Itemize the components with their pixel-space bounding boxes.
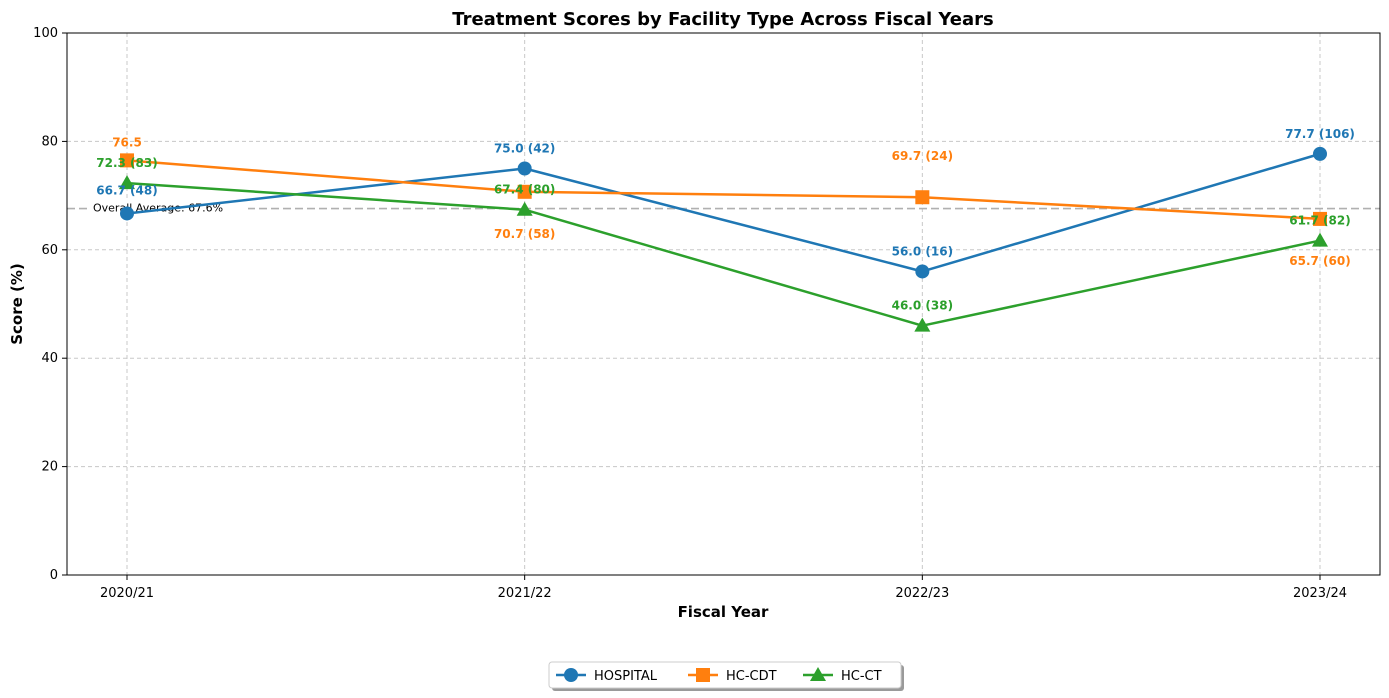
x-tick-label: 2022/23: [895, 586, 949, 601]
data-point-hc-cdt: [517, 184, 532, 199]
legend-marker-hospital: [564, 668, 578, 682]
data-point-hc-ct: [1312, 232, 1328, 247]
x-tick-label: 2023/24: [1293, 586, 1347, 601]
grid-layer: [67, 33, 1380, 575]
y-axis-title: Score (%): [8, 263, 26, 345]
data-label-hc-cdt: 70.7 (58): [494, 227, 555, 241]
data-label-hospital: 75.0 (42): [494, 142, 555, 156]
legend-label-hc-cdt: HC-CDT: [726, 669, 777, 684]
x-axis-title: Fiscal Year: [678, 603, 769, 621]
y-tick-label: 60: [41, 243, 58, 258]
data-point-hospital: [120, 206, 134, 221]
data-point-hospital: [915, 264, 930, 279]
series-line-hospital: [126, 152, 1321, 273]
legend-label-hospital: HOSPITAL: [594, 669, 658, 684]
axes-layer: 0 20 40 60 80 100 2020/21 2021/22 2022/23 2023/24: [33, 26, 1381, 601]
reference-line-layer: Overall Average: 67.6%: [67, 198, 1380, 217]
data-label-hospital: 66.7 (48): [96, 183, 157, 197]
series-layer: [119, 146, 1328, 332]
legend-marker-hc-cdt: [696, 668, 710, 682]
y-tick-label: 20: [41, 460, 58, 475]
y-tick-label: 100: [33, 26, 58, 41]
x-tick-label: 2020/21: [100, 586, 154, 601]
data-label-layer: 66.7 (48) 75.0 (42) 56.0 (16) 77.7 (106) 76.…: [96, 127, 1355, 313]
data-point-hc-cdt: [1313, 211, 1327, 226]
data-label-hospital: 56.0 (16): [892, 244, 953, 258]
data-label-hc-ct: 61.7 (82): [1289, 214, 1350, 228]
data-point-hospital: [517, 161, 532, 176]
data-label-hc-ct: 46.0 (38): [892, 299, 953, 313]
overall-average-label: Overall Average: 67.6%: [93, 202, 223, 215]
y-tick-label: 40: [41, 351, 58, 366]
data-point-hc-ct: [516, 201, 533, 216]
series-line-hc-cdt: [126, 159, 1321, 221]
data-point-hc-ct: [914, 317, 931, 332]
data-point-hc-cdt: [915, 190, 930, 205]
x-tick-label: 2021/22: [498, 586, 552, 601]
legend-label-hc-ct: HC-CT: [841, 669, 882, 684]
legend-marker-hc-ct: [810, 667, 826, 681]
data-label-hospital: 77.7 (106): [1285, 127, 1355, 141]
plot-frame: [66, 32, 1381, 576]
series-line-hc-ct: [126, 181, 1321, 327]
y-tick-label: 0: [50, 568, 58, 583]
data-point-hc-ct: [119, 175, 135, 190]
data-label-hc-cdt: 69.7 (24): [892, 149, 953, 163]
legend: HOSPITAL HC-CDT HC-CT: [548, 661, 904, 691]
data-point-hc-cdt: [120, 153, 134, 168]
data-point-hospital: [1313, 146, 1327, 161]
legend-box: [548, 661, 902, 689]
data-label-hc-ct: 67.4 (80): [494, 183, 555, 197]
chart-title: Treatment Scores by Facility Type Across…: [452, 9, 993, 30]
y-tick-label: 80: [41, 134, 58, 149]
data-label-hc-ct: 72.3 (83): [96, 156, 157, 170]
data-label-hc-cdt: 76.5: [112, 135, 142, 149]
data-label-hc-cdt: 65.7 (60): [1289, 254, 1350, 268]
